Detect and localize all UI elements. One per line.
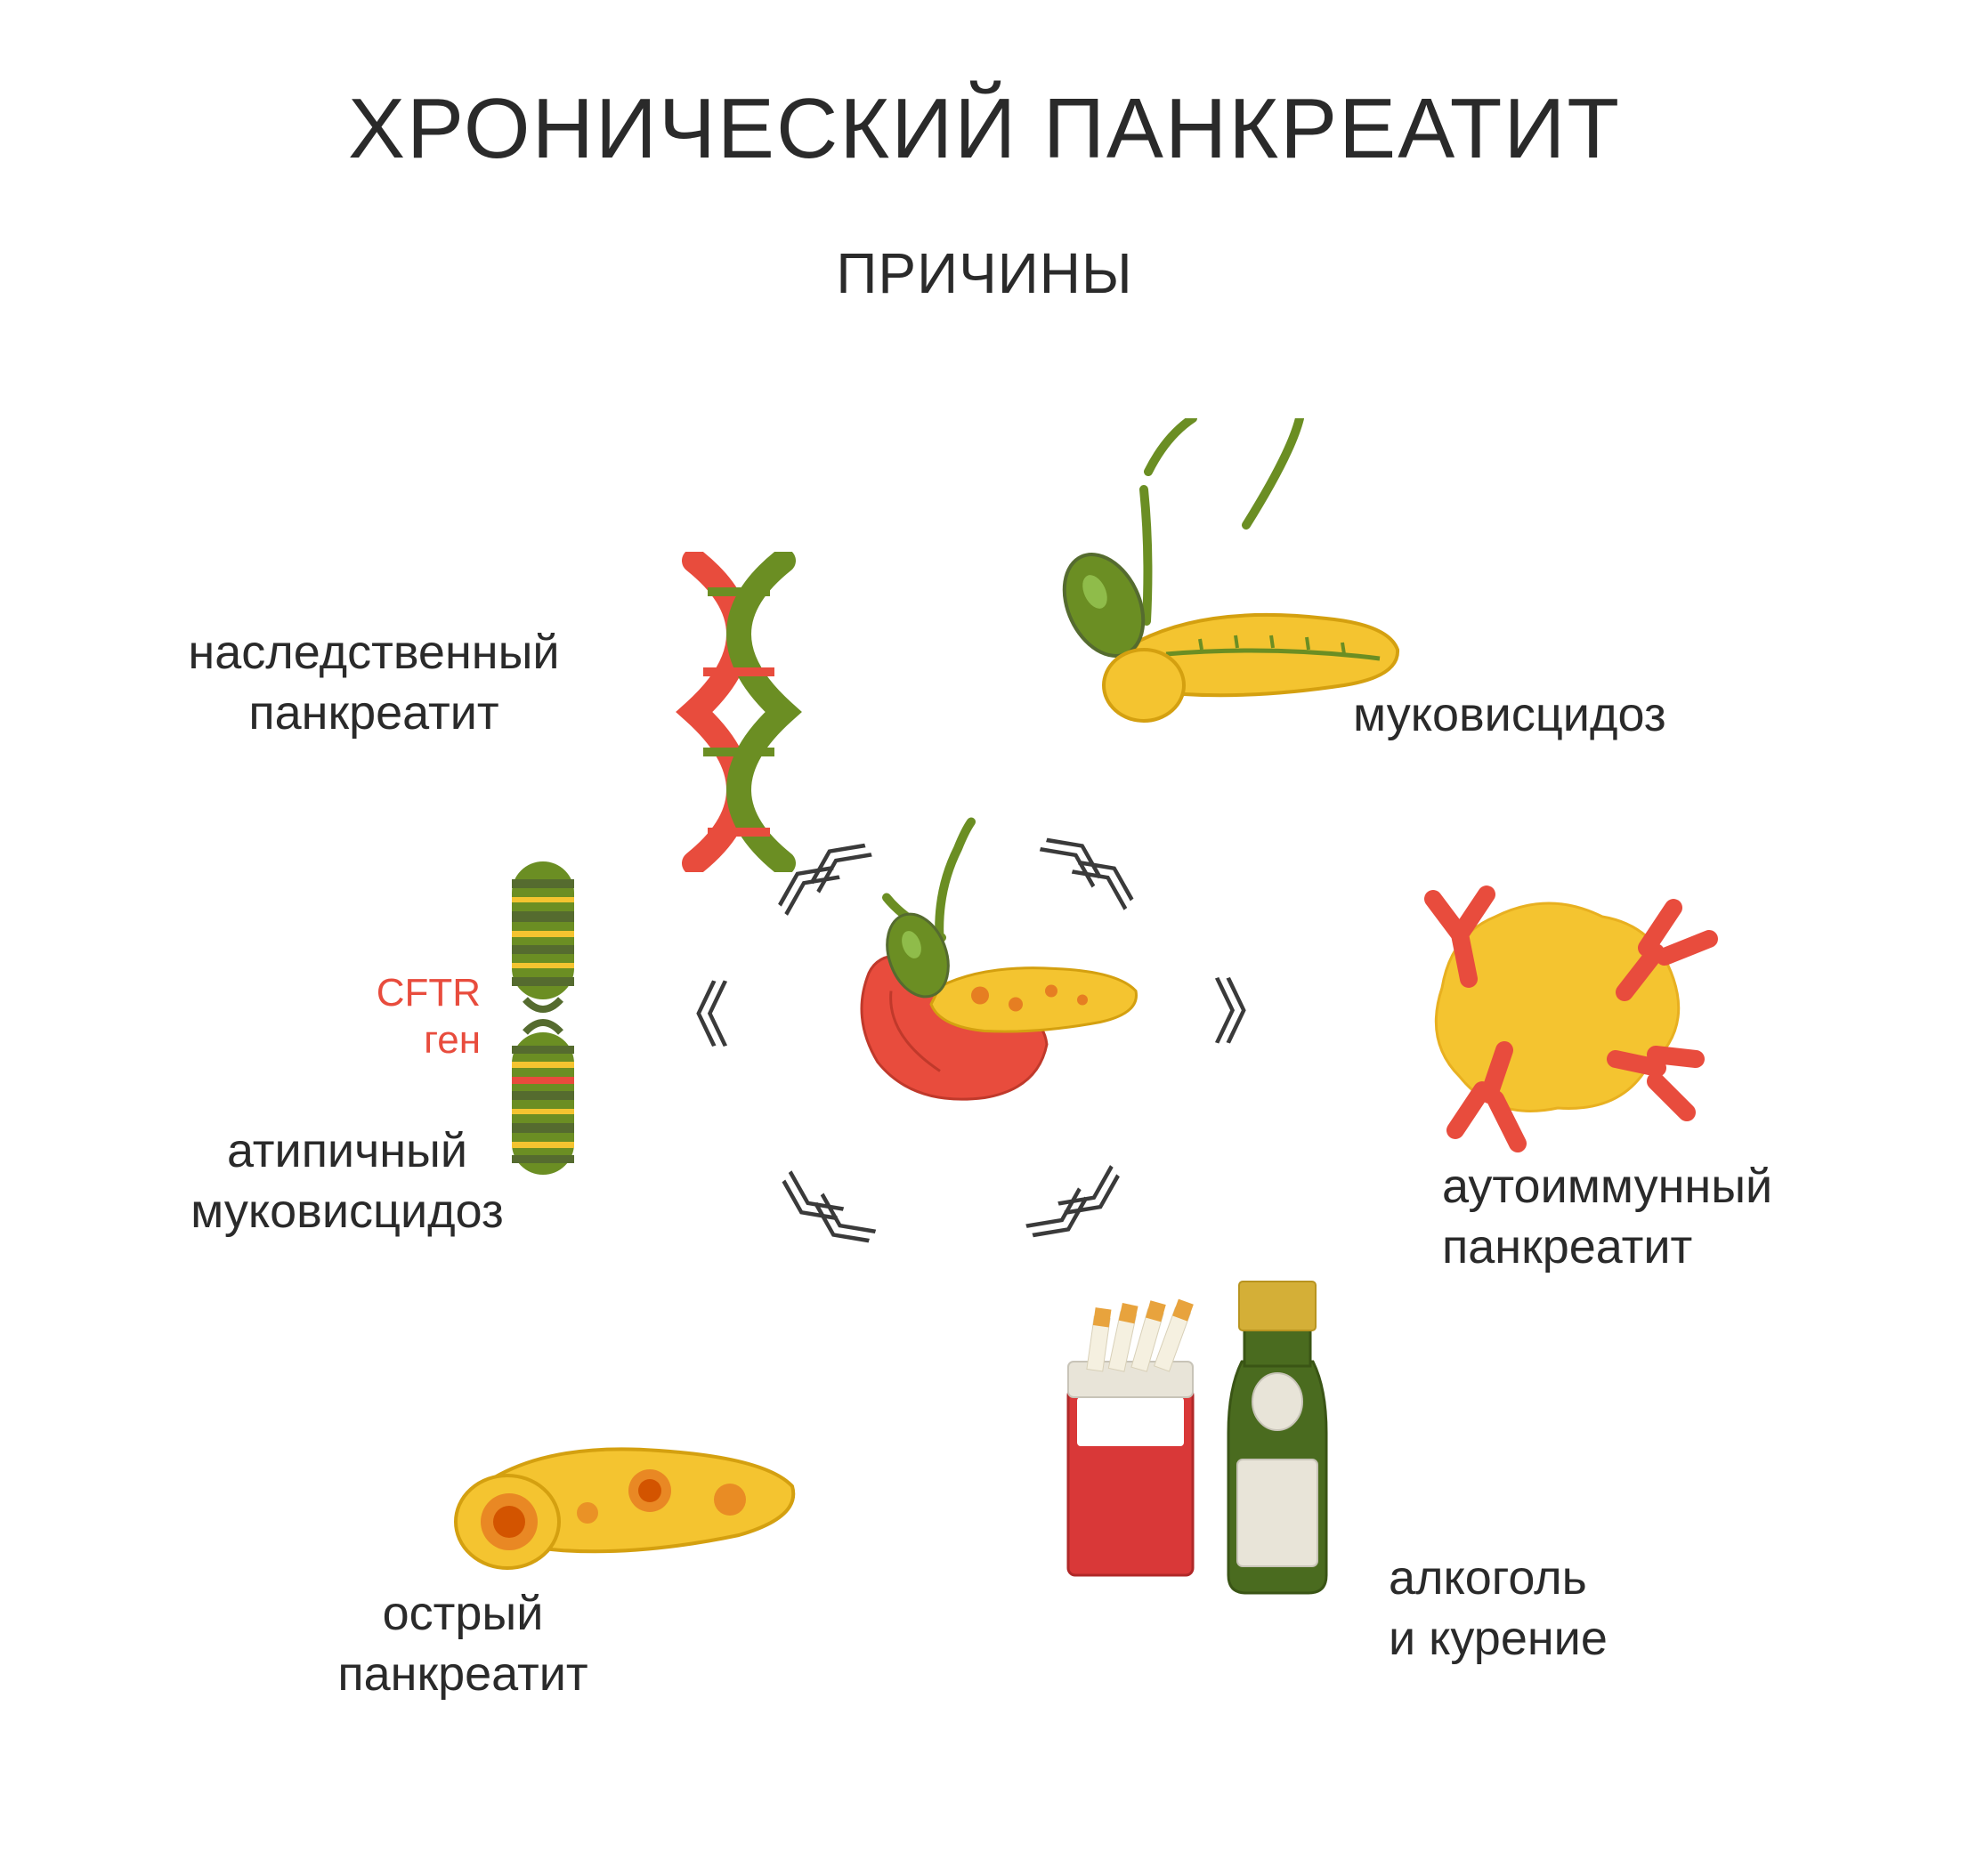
healthy-pancreas-icon (988, 418, 1415, 756)
arrow-autoimmune: 《 (1219, 988, 1284, 1027)
node-autoimmune-icon (1371, 863, 1727, 1170)
antibody-blob-icon (1371, 863, 1727, 1166)
page-title: ХРОНИЧЕСКИЙ ПАНКРЕАТИТ (0, 80, 1969, 178)
node-acute-icon (427, 1362, 819, 1597)
node-autoimmune-label: аутоиммунный панкреатит (1442, 1157, 1905, 1277)
inflamed-pancreas-icon (427, 1362, 819, 1593)
node-alcohol-smoking-label: алкоголь и курение (1389, 1549, 1762, 1669)
node-hereditary-label: наследственный панкреатит (142, 623, 605, 743)
arrow-acute: 《 《 (765, 1183, 865, 1280)
node-alcohol-smoking-icon (1050, 1255, 1344, 1615)
node-cystic-fibrosis-label: муковисцидоз (1353, 685, 1798, 746)
node-atypical-cf-label: атипичный муковисцидоз (134, 1121, 561, 1241)
cftr-gene-label: CFTR ген (338, 970, 481, 1064)
page-subtitle: ПРИЧИНЫ (0, 240, 1969, 306)
node-acute-label: острый панкреатит (276, 1584, 650, 1704)
arrow-atypical-cf: 《 (659, 997, 723, 1036)
dna-helix-icon (659, 552, 819, 872)
bottle-cigarettes-icon (1050, 1255, 1344, 1611)
node-cystic-fibrosis-icon (988, 418, 1415, 761)
